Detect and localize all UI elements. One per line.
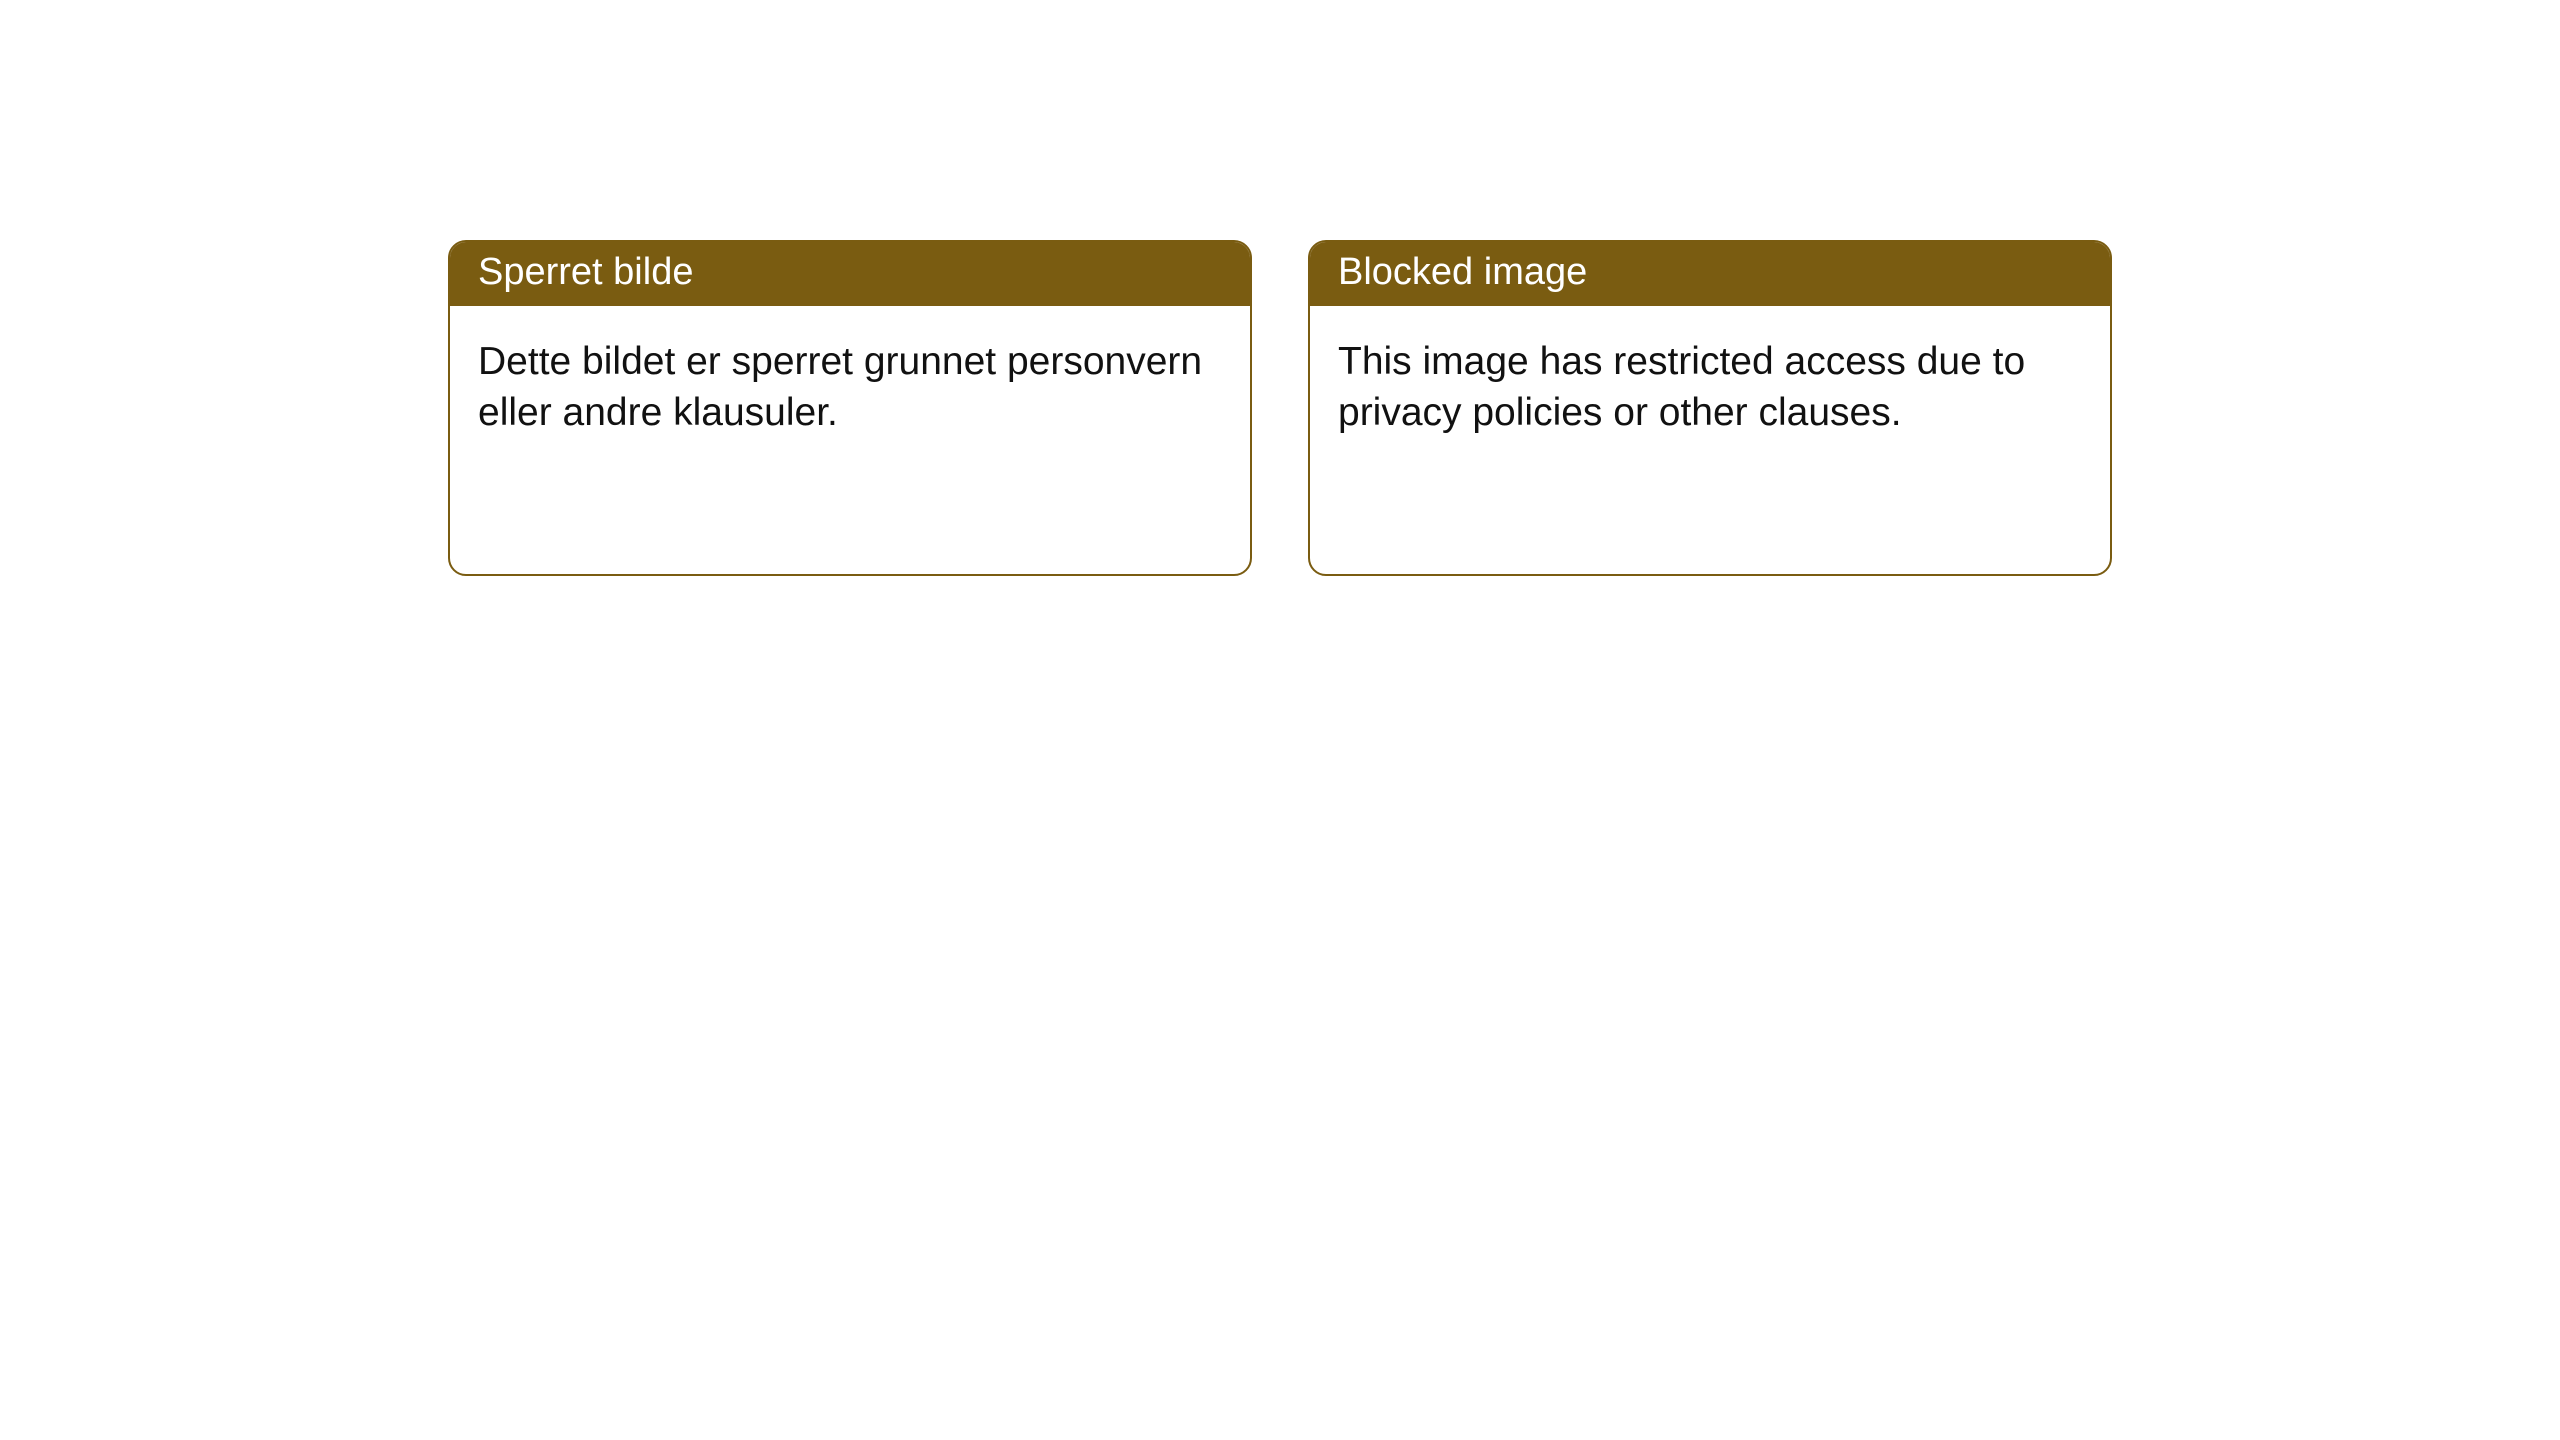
notice-container: Sperret bilde Dette bildet er sperret gr…	[0, 0, 2560, 576]
card-header: Blocked image	[1310, 242, 2110, 306]
card-body: This image has restricted access due to …	[1310, 306, 2110, 469]
blocked-image-card-no: Sperret bilde Dette bildet er sperret gr…	[448, 240, 1252, 576]
blocked-image-card-en: Blocked image This image has restricted …	[1308, 240, 2112, 576]
card-header: Sperret bilde	[450, 242, 1250, 306]
card-body: Dette bildet er sperret grunnet personve…	[450, 306, 1250, 469]
